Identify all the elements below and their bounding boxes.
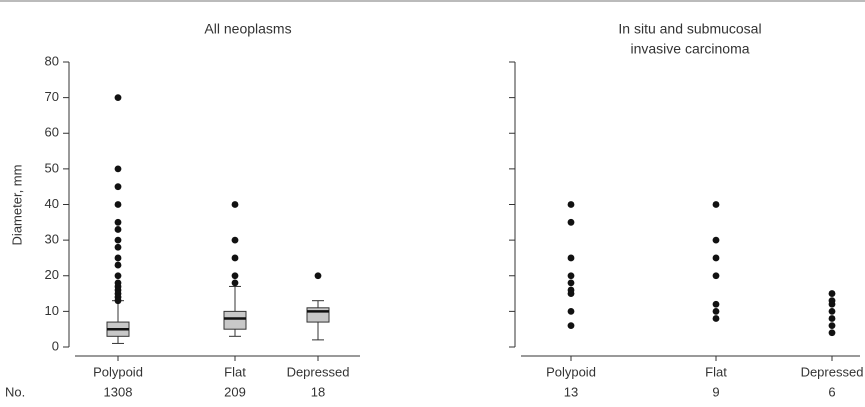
- y-tick-label: 30: [45, 232, 59, 247]
- x-tick-label: Flat: [224, 364, 246, 379]
- point: [828, 290, 836, 297]
- y-tick-label: 80: [45, 53, 59, 68]
- y-tick-label: 40: [45, 196, 59, 211]
- point: [828, 315, 836, 322]
- point: [567, 307, 575, 315]
- y-tick-label: 70: [45, 89, 59, 104]
- point: [567, 218, 575, 226]
- outlier: [114, 272, 122, 280]
- outlier: [114, 94, 122, 102]
- count-label: No.: [5, 384, 25, 399]
- outlier: [314, 272, 322, 280]
- count: 13: [564, 384, 578, 399]
- y-tick-label: 0: [52, 338, 59, 353]
- y-tick-label: 10: [45, 303, 59, 318]
- point: [567, 254, 575, 262]
- outlier: [231, 279, 239, 287]
- outlier: [114, 218, 122, 226]
- point: [712, 307, 720, 315]
- point: [828, 307, 836, 315]
- point: [712, 272, 720, 280]
- count: 1308: [104, 384, 133, 399]
- count: 18: [311, 384, 325, 399]
- count: 9: [712, 384, 719, 399]
- x-tick-label: Polypoid: [546, 364, 596, 379]
- point: [828, 322, 836, 330]
- outlier: [114, 236, 122, 244]
- count: 209: [224, 384, 246, 399]
- outlier: [114, 226, 122, 233]
- box: [223, 310, 247, 330]
- x-tick-label: Polypoid: [93, 364, 143, 379]
- point: [567, 322, 575, 330]
- y-axis-label: Diameter, mm: [9, 165, 24, 246]
- box: [306, 307, 330, 323]
- point: [712, 315, 720, 322]
- outlier: [114, 183, 122, 191]
- outlier: [114, 201, 122, 208]
- point: [712, 254, 720, 262]
- x-tick-label: Depressed: [801, 364, 864, 379]
- outlier: [114, 243, 122, 251]
- outlier: [231, 254, 239, 262]
- outlier: [114, 254, 122, 262]
- outlier: [231, 272, 239, 280]
- point: [712, 236, 720, 244]
- point: [567, 290, 575, 297]
- panel-title: In situ and submucosal: [618, 21, 761, 37]
- panel-title: All neoplasms: [204, 21, 291, 37]
- y-tick-label: 60: [45, 125, 59, 140]
- point: [567, 201, 575, 208]
- point: [828, 329, 836, 337]
- x-tick-label: Flat: [705, 364, 727, 379]
- panel-title: invasive carcinoma: [630, 41, 749, 57]
- outlier: [114, 165, 122, 173]
- point: [828, 300, 836, 308]
- outlier: [114, 297, 122, 305]
- point: [712, 300, 720, 308]
- y-tick-label: 20: [45, 267, 59, 282]
- outlier: [231, 236, 239, 244]
- x-tick-label: Depressed: [287, 364, 350, 379]
- y-tick-label: 50: [45, 160, 59, 175]
- count: 6: [828, 384, 835, 399]
- point: [567, 279, 575, 287]
- point: [712, 201, 720, 208]
- outlier: [114, 261, 122, 269]
- outlier: [231, 201, 239, 208]
- point: [567, 272, 575, 280]
